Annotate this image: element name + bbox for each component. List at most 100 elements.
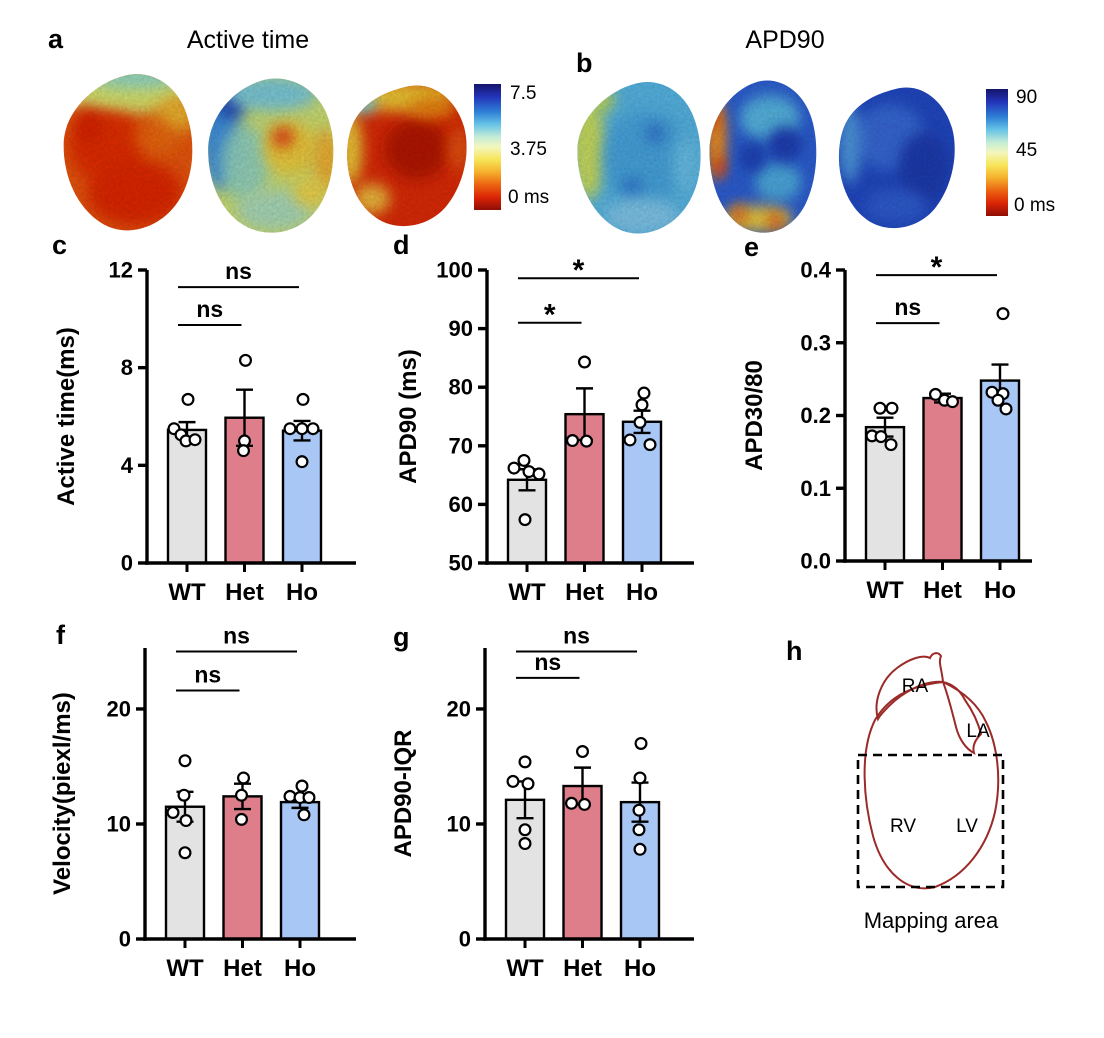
bar-Ho bbox=[281, 429, 323, 565]
data-point bbox=[632, 823, 646, 837]
y-tick-label: 20 bbox=[107, 696, 131, 721]
data-point bbox=[885, 401, 899, 415]
bar-chart-d: * * 50 60 70 80 90 100 WT Het Ho APD90 (ms) bbox=[395, 254, 694, 606]
data-point bbox=[235, 812, 249, 826]
data-point bbox=[633, 415, 647, 429]
colorbar-b-label-min: 0 ms bbox=[1014, 195, 1056, 216]
data-point bbox=[306, 422, 320, 436]
significance-label: ns bbox=[534, 649, 561, 675]
data-point bbox=[521, 777, 535, 791]
data-point bbox=[295, 455, 309, 469]
data-point bbox=[623, 433, 637, 447]
significance-label: ns bbox=[223, 622, 250, 648]
data-point bbox=[633, 842, 647, 856]
y-axis-title: APD90 (ms) bbox=[395, 349, 422, 484]
mapping-area-caption: Mapping area bbox=[864, 908, 999, 933]
y-tick-label: 10 bbox=[107, 811, 131, 836]
colorbar-a bbox=[474, 84, 501, 210]
y-tick-label: 0.4 bbox=[800, 258, 831, 283]
data-point bbox=[637, 386, 651, 400]
x-category-label: WT bbox=[508, 579, 546, 606]
x-category-label: WT bbox=[168, 579, 206, 606]
data-point bbox=[507, 461, 521, 475]
data-point bbox=[634, 736, 648, 750]
data-point bbox=[181, 392, 195, 406]
heatmap-heart-a2 bbox=[208, 78, 334, 233]
panel-b-title: APD90 bbox=[745, 26, 825, 54]
panel-f-letter: f bbox=[56, 620, 65, 650]
bar-chart-e: ns * 0.0 0.1 0.2 0.3 0.4 WT Het Ho APD30/80 bbox=[741, 251, 1032, 604]
bar-WT bbox=[864, 425, 906, 563]
data-point bbox=[177, 788, 191, 802]
x-category-label: Het bbox=[563, 955, 602, 982]
heart-outline bbox=[863, 652, 1000, 890]
x-category-label: Het bbox=[923, 577, 962, 604]
colorbar-a-label-mid: 3.75 bbox=[510, 139, 547, 160]
data-point bbox=[580, 434, 594, 448]
heatmap-heart-b2 bbox=[709, 80, 817, 233]
y-tick-label: 10 bbox=[447, 811, 471, 836]
y-tick-label: 8 bbox=[121, 355, 133, 380]
data-point bbox=[873, 401, 887, 415]
y-tick-label: 12 bbox=[109, 258, 133, 283]
bar-WT bbox=[166, 428, 208, 565]
colorbar-b-label-max: 90 bbox=[1016, 87, 1038, 108]
x-category-label: Het bbox=[565, 579, 604, 606]
colorbar-b-label-mid: 45 bbox=[1016, 140, 1038, 161]
colorbar-b bbox=[986, 89, 1008, 216]
x-category-label: WT bbox=[506, 955, 544, 982]
data-point bbox=[237, 771, 251, 785]
significance-label: ns bbox=[194, 662, 221, 688]
significance-label: * bbox=[573, 254, 585, 287]
data-point bbox=[518, 755, 532, 769]
data-point bbox=[295, 779, 309, 793]
chart-velocity: ns ns 0 10 20 WT Het Ho Velocity(piexl/ms) bbox=[28, 618, 362, 1023]
y-tick-label: 4 bbox=[121, 453, 134, 478]
y-tick-label: 0.1 bbox=[800, 476, 831, 501]
data-point bbox=[578, 355, 592, 369]
y-tick-label: 20 bbox=[447, 696, 471, 721]
heatmap-heart-a3 bbox=[347, 85, 467, 227]
heatmap-heart-b3 bbox=[838, 87, 955, 229]
y-tick-label: 0 bbox=[119, 927, 131, 952]
colorbar-a-label-max: 7.5 bbox=[510, 83, 537, 104]
data-point bbox=[188, 433, 202, 447]
data-point bbox=[179, 814, 193, 828]
y-axis-title: Active time(ms) bbox=[53, 327, 80, 506]
colorbar-a-label-min: 0 ms bbox=[508, 187, 550, 208]
data-point bbox=[506, 774, 520, 788]
data-point bbox=[643, 438, 657, 452]
heart-diagram: RA LA RV LV Mapping area bbox=[856, 652, 1005, 933]
y-tick-label: 0.0 bbox=[800, 549, 831, 574]
data-point bbox=[297, 808, 311, 822]
label-right-atrium: RA bbox=[902, 676, 929, 697]
x-category-label: Het bbox=[225, 579, 264, 606]
data-point bbox=[178, 754, 192, 768]
label-left-ventricle: LV bbox=[956, 816, 978, 837]
x-category-label: Ho bbox=[284, 955, 316, 982]
y-tick-label: 0 bbox=[459, 927, 471, 952]
data-point bbox=[532, 467, 546, 481]
data-point bbox=[874, 430, 888, 444]
y-tick-label: 50 bbox=[449, 551, 473, 576]
y-tick-label: 0 bbox=[121, 551, 133, 576]
panel-e-letter: e bbox=[744, 232, 760, 262]
y-tick-label: 70 bbox=[449, 433, 473, 458]
y-tick-label: 80 bbox=[449, 375, 473, 400]
x-category-label: Ho bbox=[626, 579, 658, 606]
y-tick-label: 90 bbox=[449, 316, 473, 341]
data-point bbox=[576, 745, 590, 759]
x-category-label: Ho bbox=[984, 577, 1016, 604]
data-point bbox=[237, 444, 251, 458]
y-tick-label: 0.2 bbox=[800, 403, 831, 428]
data-point bbox=[518, 837, 532, 851]
x-category-label: Het bbox=[223, 955, 262, 982]
panel-b-letter: b bbox=[576, 48, 593, 78]
panel-a-letter: a bbox=[48, 24, 64, 54]
data-point bbox=[635, 398, 649, 412]
data-point bbox=[178, 846, 192, 860]
y-axis-title: APD90-IQR bbox=[390, 729, 417, 857]
data-point bbox=[929, 387, 943, 401]
